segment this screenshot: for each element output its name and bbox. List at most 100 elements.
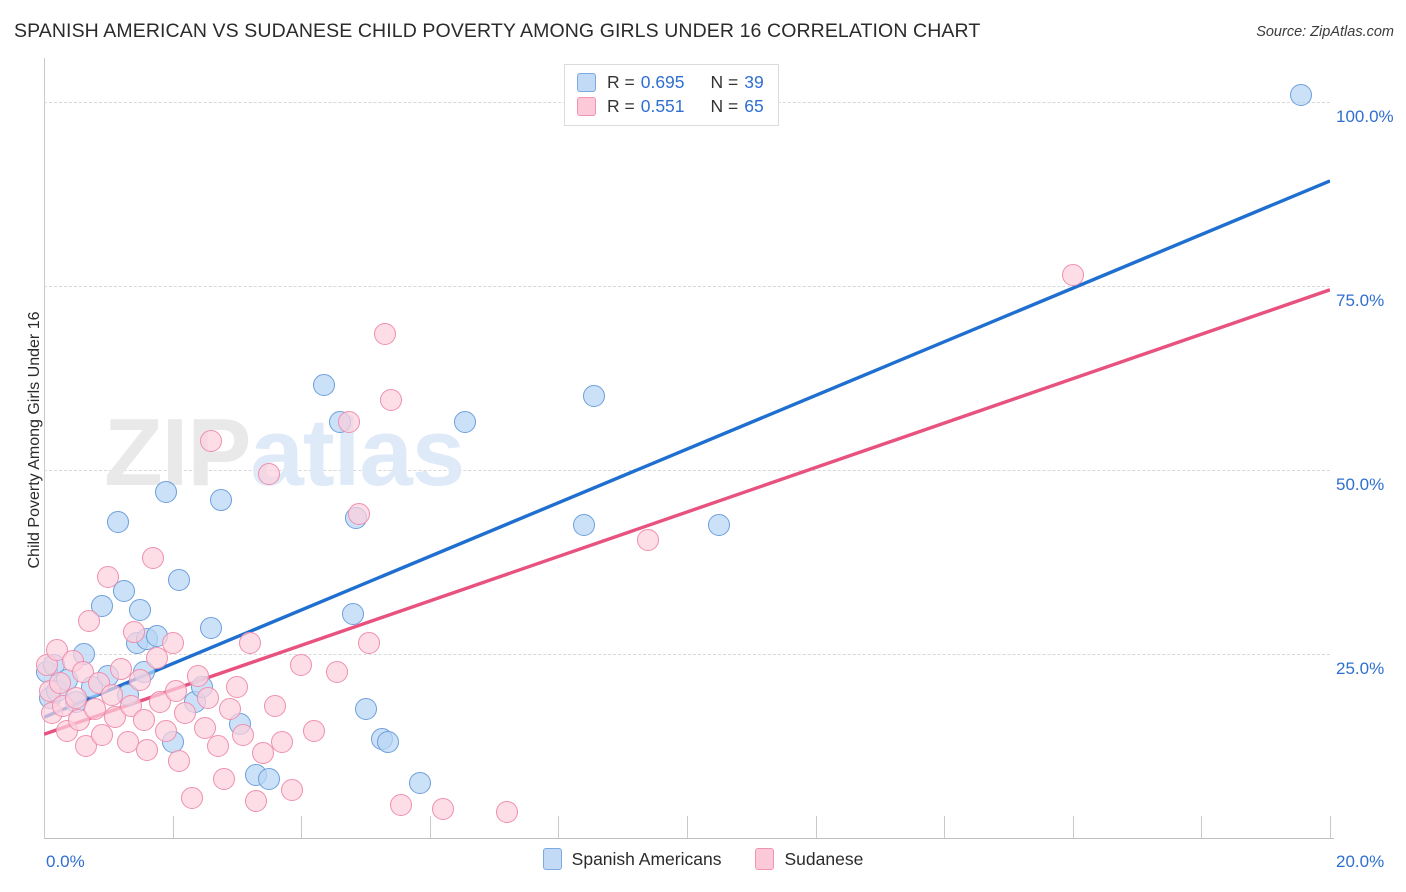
trendline-sudanese xyxy=(44,288,1330,736)
data-point[interactable] xyxy=(164,679,187,702)
data-point[interactable] xyxy=(209,488,232,511)
y-axis-title: Child Poverty Among Girls Under 16 xyxy=(26,311,43,569)
data-point[interactable] xyxy=(708,514,731,537)
data-point[interactable] xyxy=(78,609,100,632)
data-point[interactable] xyxy=(187,665,210,688)
x-axis-tick xyxy=(429,816,431,838)
data-point[interactable] xyxy=(290,654,313,677)
data-point[interactable] xyxy=(454,411,477,434)
data-point[interactable] xyxy=(148,690,171,713)
data-point[interactable] xyxy=(129,598,152,621)
data-point[interactable] xyxy=(409,771,432,794)
data-point[interactable] xyxy=(325,661,348,684)
data-point[interactable] xyxy=(280,779,303,802)
data-point[interactable] xyxy=(65,687,88,710)
legend-swatch-blue-icon xyxy=(542,848,562,870)
gridline xyxy=(44,286,1330,288)
data-point[interactable] xyxy=(180,786,203,809)
data-point[interactable] xyxy=(123,620,146,643)
y-axis-tick-label: 25.0% xyxy=(1336,659,1385,679)
gridline xyxy=(44,470,1330,472)
data-point[interactable] xyxy=(380,389,403,412)
data-point[interactable] xyxy=(258,768,281,791)
legend-label: Sudanese xyxy=(784,848,864,869)
data-point[interactable] xyxy=(113,580,136,603)
data-point[interactable] xyxy=(573,514,596,537)
legend-item-spanish-americans[interactable]: Spanish Americans xyxy=(542,848,722,870)
x-axis-tick xyxy=(1201,816,1203,838)
data-point[interactable] xyxy=(219,698,242,721)
n-label: N = xyxy=(710,96,739,116)
data-point[interactable] xyxy=(1290,83,1313,106)
blue-swatch-icon xyxy=(577,73,596,92)
data-point[interactable] xyxy=(232,723,255,746)
data-point[interactable] xyxy=(264,694,287,717)
data-point[interactable] xyxy=(196,687,219,710)
data-point[interactable] xyxy=(251,742,274,765)
data-point[interactable] xyxy=(213,768,236,791)
data-point[interactable] xyxy=(155,720,178,743)
r-label: R = xyxy=(607,96,635,116)
data-point[interactable] xyxy=(270,731,293,754)
data-point[interactable] xyxy=(90,723,113,746)
data-point[interactable] xyxy=(582,385,605,408)
data-point[interactable] xyxy=(354,698,377,721)
page-title: SPANISH AMERICAN VS SUDANESE CHILD POVER… xyxy=(14,20,981,42)
data-point[interactable] xyxy=(357,632,380,654)
series-legend: Spanish Americans Sudanese xyxy=(0,848,1406,870)
n-value: 65 xyxy=(744,96,764,116)
data-point[interactable] xyxy=(193,716,216,739)
data-point[interactable] xyxy=(341,602,364,625)
data-point[interactable] xyxy=(1061,264,1084,287)
data-point[interactable] xyxy=(495,801,518,824)
stats-row: R = 0.695 N = 39 xyxy=(577,72,764,93)
data-point[interactable] xyxy=(174,701,197,724)
data-point[interactable] xyxy=(373,322,396,345)
x-axis-tick xyxy=(944,816,946,838)
data-point[interactable] xyxy=(377,731,399,754)
data-point[interactable] xyxy=(245,790,268,813)
data-point[interactable] xyxy=(90,595,113,618)
data-point[interactable] xyxy=(135,738,158,761)
data-point[interactable] xyxy=(348,503,371,526)
n-label: N = xyxy=(710,72,739,92)
plot-area: ZIPatlas xyxy=(36,58,1331,838)
x-axis-tick xyxy=(172,816,174,838)
data-point[interactable] xyxy=(200,429,223,452)
data-point[interactable] xyxy=(238,632,261,654)
data-point[interactable] xyxy=(74,735,97,758)
data-point[interactable] xyxy=(129,668,152,691)
data-point[interactable] xyxy=(100,683,123,706)
data-point[interactable] xyxy=(106,510,129,533)
data-point[interactable] xyxy=(132,709,155,732)
r-label: R = xyxy=(607,72,635,92)
correlation-stats-box: R = 0.695 N = 39 R = 0.551 N = 65 xyxy=(564,64,779,126)
pink-swatch-icon xyxy=(577,97,596,116)
data-point[interactable] xyxy=(200,617,223,640)
data-point[interactable] xyxy=(303,720,326,743)
data-point[interactable] xyxy=(145,646,168,669)
y-axis-tick-label: 50.0% xyxy=(1336,475,1385,495)
data-point[interactable] xyxy=(168,569,191,592)
data-point[interactable] xyxy=(338,411,361,434)
x-axis-line xyxy=(44,838,1334,839)
data-point[interactable] xyxy=(312,374,335,397)
data-point[interactable] xyxy=(155,481,178,504)
data-point[interactable] xyxy=(97,565,120,588)
legend-item-sudanese[interactable]: Sudanese xyxy=(755,848,863,870)
legend-swatch-pink-icon xyxy=(755,848,775,870)
data-point[interactable] xyxy=(168,749,191,772)
data-point[interactable] xyxy=(103,705,126,728)
data-point[interactable] xyxy=(142,547,165,570)
data-point[interactable] xyxy=(637,528,660,551)
data-point[interactable] xyxy=(161,632,184,654)
r-value: 0.551 xyxy=(640,96,685,116)
data-point[interactable] xyxy=(225,676,248,699)
data-point[interactable] xyxy=(110,657,133,680)
data-point[interactable] xyxy=(431,797,454,820)
data-point[interactable] xyxy=(206,735,229,758)
data-point[interactable] xyxy=(49,672,72,695)
data-point[interactable] xyxy=(389,793,412,816)
legend-label: Spanish Americans xyxy=(571,848,722,869)
data-point[interactable] xyxy=(258,462,281,485)
